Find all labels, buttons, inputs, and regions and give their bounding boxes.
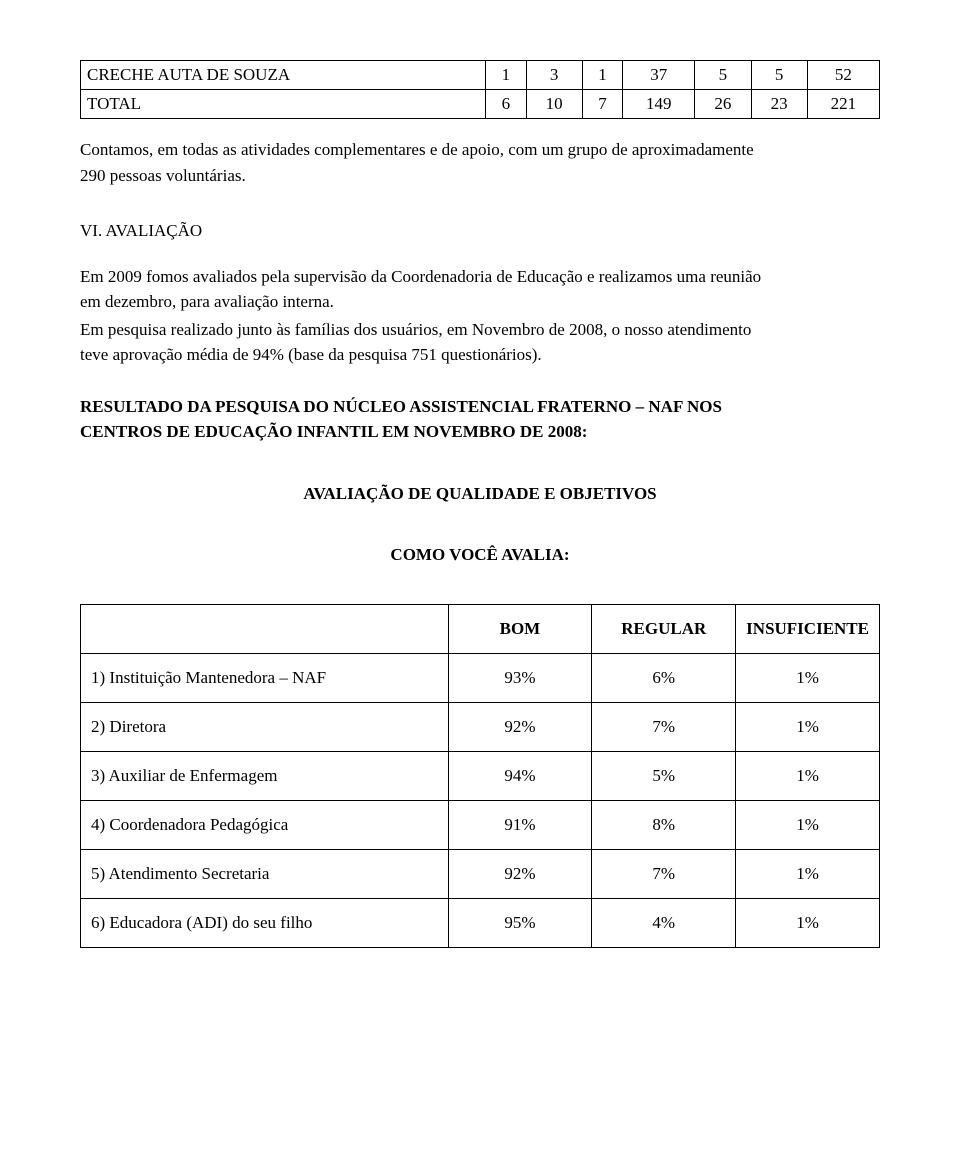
cell: 26 bbox=[695, 90, 751, 119]
paragraph-1: Contamos, em todas as atividades complem… bbox=[80, 137, 880, 188]
col-header: REGULAR bbox=[592, 604, 736, 653]
cell: 221 bbox=[807, 90, 879, 119]
cell: 6 bbox=[486, 90, 526, 119]
text-line: CENTROS DE EDUCAÇÃO INFANTIL EM NOVEMBRO… bbox=[80, 419, 880, 445]
cell: 5 bbox=[695, 61, 751, 90]
row-label: 4) Coordenadora Pedagógica bbox=[81, 800, 449, 849]
col-header-empty bbox=[81, 604, 449, 653]
table-row: 6) Educadora (ADI) do seu filho 95% 4% 1… bbox=[81, 898, 880, 947]
cell: 1 bbox=[582, 61, 622, 90]
text-line: 290 pessoas voluntárias. bbox=[80, 163, 880, 189]
cell: 95% bbox=[448, 898, 592, 947]
paragraph-2: Em 2009 fomos avaliados pela supervisão … bbox=[80, 264, 880, 315]
row-label: 2) Diretora bbox=[81, 702, 449, 751]
table-header-row: BOM REGULAR INSUFICIENTE bbox=[81, 604, 880, 653]
text-line: Em 2009 fomos avaliados pela supervisão … bbox=[80, 264, 880, 290]
cell: 1% bbox=[736, 800, 880, 849]
table-row: CRECHE AUTA DE SOUZA 1 3 1 37 5 5 52 bbox=[81, 61, 880, 90]
cell: 93% bbox=[448, 653, 592, 702]
section-heading-vi: VI. AVALIAÇÃO bbox=[80, 218, 880, 244]
evaluation-table: BOM REGULAR INSUFICIENTE 1) Instituição … bbox=[80, 604, 880, 948]
paragraph-3: Em pesquisa realizado junto às famílias … bbox=[80, 317, 880, 368]
resultado-heading: RESULTADO DA PESQUISA DO NÚCLEO ASSISTEN… bbox=[80, 394, 880, 445]
top-data-table: CRECHE AUTA DE SOUZA 1 3 1 37 5 5 52 TOT… bbox=[80, 60, 880, 119]
text-line: teve aprovação média de 94% (base da pes… bbox=[80, 342, 880, 368]
cell: 10 bbox=[526, 90, 582, 119]
row-label: 6) Educadora (ADI) do seu filho bbox=[81, 898, 449, 947]
heading-avaliacao: AVALIAÇÃO DE QUALIDADE E OBJETIVOS bbox=[80, 481, 880, 507]
cell: 4% bbox=[592, 898, 736, 947]
cell: 8% bbox=[592, 800, 736, 849]
cell: 92% bbox=[448, 702, 592, 751]
cell: 1% bbox=[736, 653, 880, 702]
table-row: 3) Auxiliar de Enfermagem 94% 5% 1% bbox=[81, 751, 880, 800]
table-row: 1) Instituição Mantenedora – NAF 93% 6% … bbox=[81, 653, 880, 702]
cell: 1 bbox=[486, 61, 526, 90]
cell: 52 bbox=[807, 61, 879, 90]
table-row: 2) Diretora 92% 7% 1% bbox=[81, 702, 880, 751]
row-label: CRECHE AUTA DE SOUZA bbox=[81, 61, 486, 90]
cell: 5% bbox=[592, 751, 736, 800]
col-header: INSUFICIENTE bbox=[736, 604, 880, 653]
table-row: 5) Atendimento Secretaria 92% 7% 1% bbox=[81, 849, 880, 898]
text-line: em dezembro, para avaliação interna. bbox=[80, 289, 880, 315]
cell: 23 bbox=[751, 90, 807, 119]
text-line: RESULTADO DA PESQUISA DO NÚCLEO ASSISTEN… bbox=[80, 394, 880, 420]
cell: 91% bbox=[448, 800, 592, 849]
cell: 94% bbox=[448, 751, 592, 800]
cell: 149 bbox=[623, 90, 695, 119]
row-label: 3) Auxiliar de Enfermagem bbox=[81, 751, 449, 800]
heading-como-avalia: COMO VOCÊ AVALIA: bbox=[80, 542, 880, 568]
row-label: TOTAL bbox=[81, 90, 486, 119]
cell: 37 bbox=[623, 61, 695, 90]
cell: 7 bbox=[582, 90, 622, 119]
cell: 1% bbox=[736, 751, 880, 800]
table-row: TOTAL 6 10 7 149 26 23 221 bbox=[81, 90, 880, 119]
cell: 7% bbox=[592, 849, 736, 898]
cell: 7% bbox=[592, 702, 736, 751]
cell: 1% bbox=[736, 849, 880, 898]
cell: 92% bbox=[448, 849, 592, 898]
cell: 1% bbox=[736, 898, 880, 947]
text-line: Contamos, em todas as atividades complem… bbox=[80, 137, 880, 163]
col-header: BOM bbox=[448, 604, 592, 653]
row-label: 5) Atendimento Secretaria bbox=[81, 849, 449, 898]
cell: 6% bbox=[592, 653, 736, 702]
cell: 1% bbox=[736, 702, 880, 751]
table-row: 4) Coordenadora Pedagógica 91% 8% 1% bbox=[81, 800, 880, 849]
row-label: 1) Instituição Mantenedora – NAF bbox=[81, 653, 449, 702]
text-line: Em pesquisa realizado junto às famílias … bbox=[80, 317, 880, 343]
cell: 3 bbox=[526, 61, 582, 90]
cell: 5 bbox=[751, 61, 807, 90]
